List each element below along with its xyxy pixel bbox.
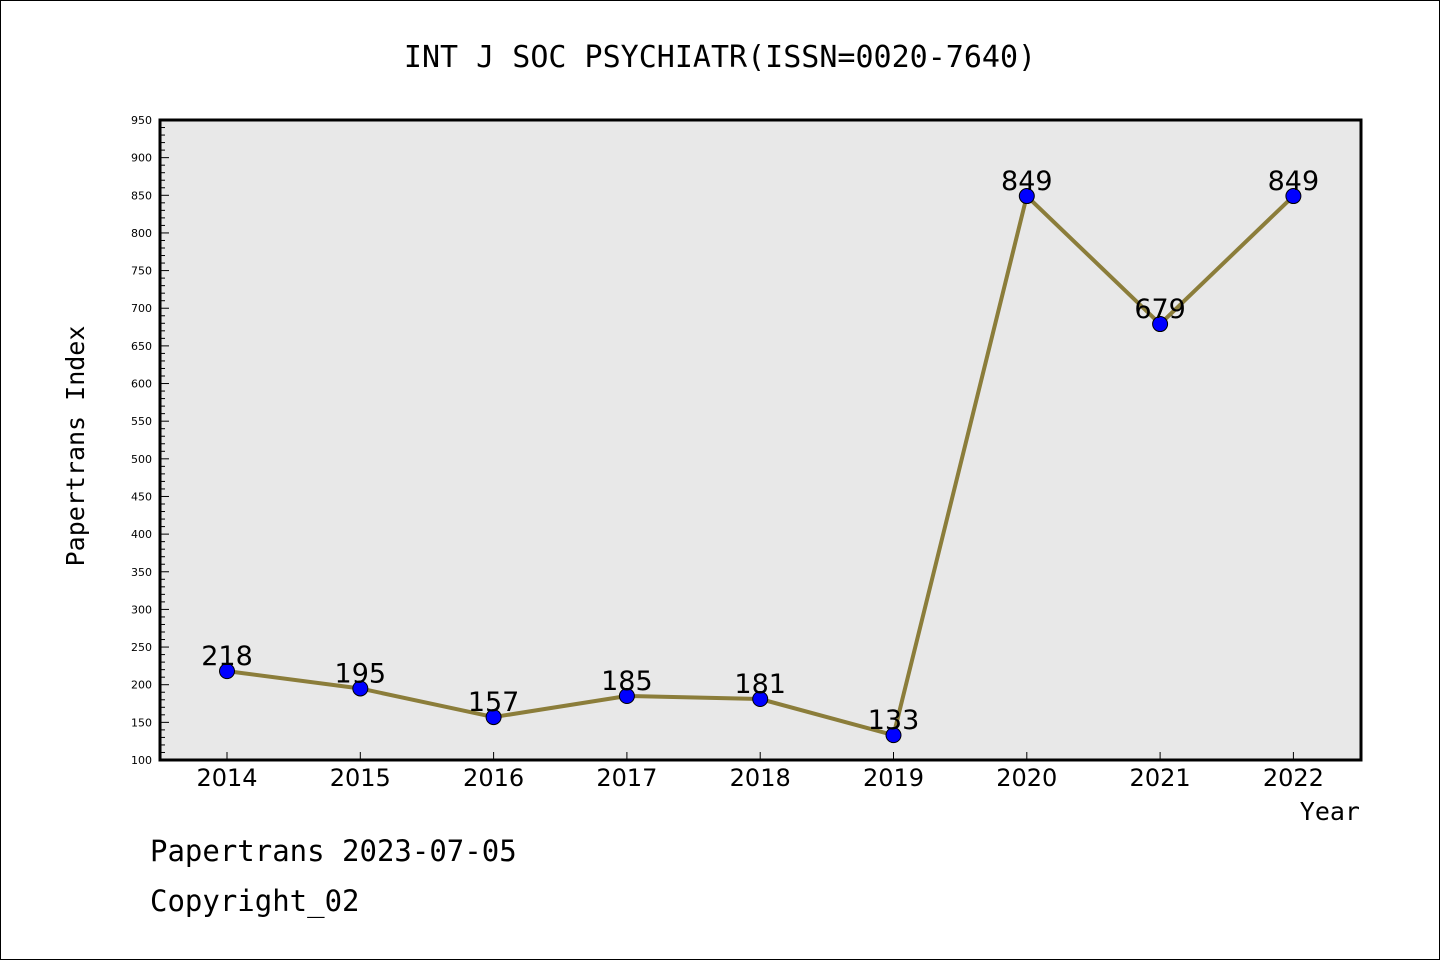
footer-date-line: Papertrans 2023-07-05	[150, 834, 517, 868]
data-point-marker	[352, 680, 369, 697]
x-axis-label: Year	[1300, 797, 1360, 826]
data-label: 185	[601, 666, 653, 697]
y-tick-label: 650	[131, 340, 152, 353]
x-tick-label: 2018	[730, 764, 791, 792]
data-point-marker	[1152, 316, 1169, 333]
y-axis-label: Papertrans Index	[61, 326, 90, 567]
x-axis-ticks: 2014 2015 2016 2017 2018 2019 2020 2021 2022	[196, 752, 1324, 792]
y-tick-label: 150	[131, 716, 152, 729]
y-tick-label: 950	[131, 114, 152, 127]
data-point-marker	[1018, 188, 1035, 205]
data-point-marker	[485, 709, 502, 726]
footer-copyright-line: Copyright_02	[150, 884, 360, 918]
chart-title: INT J SOC PSYCHIATR(ISSN=0020-7640)	[404, 40, 1036, 75]
data-point-marker	[752, 691, 769, 708]
y-tick-label: 600	[131, 378, 152, 391]
data-label: 679	[1134, 294, 1186, 325]
data-point-marker	[885, 727, 902, 744]
x-tick-label: 2020	[996, 764, 1057, 792]
x-tick-label: 2016	[463, 764, 524, 792]
x-tick-label: 2015	[330, 764, 391, 792]
data-label: 181	[734, 669, 786, 700]
data-point-marker	[618, 688, 635, 704]
y-tick-label: 700	[131, 302, 152, 315]
x-tick-label: 2014	[196, 764, 257, 792]
data-label: 849	[1001, 166, 1053, 197]
data-label: 157	[468, 687, 520, 718]
x-tick-label: 2017	[596, 764, 657, 792]
y-tick-label: 550	[131, 415, 152, 428]
y-tick-label: 900	[131, 152, 152, 165]
y-axis-ticks: 100 150 200 250 300 350 400 450 500 550 600 650 700 7…	[131, 114, 169, 767]
data-label: 218	[201, 641, 253, 672]
x-tick-label: 2022	[1263, 764, 1324, 792]
y-tick-label: 100	[131, 754, 152, 767]
y-tick-label: 250	[131, 641, 152, 654]
y-tick-label: 850	[131, 189, 152, 202]
y-tick-label: 400	[131, 528, 152, 541]
y-tick-label: 750	[131, 265, 152, 278]
y-tick-label: 800	[131, 227, 152, 240]
y-tick-label: 450	[131, 490, 152, 503]
plot-area	[158, 118, 1363, 762]
y-tick-label: 200	[131, 679, 152, 692]
y-tick-label: 300	[131, 603, 152, 616]
data-label: 195	[335, 658, 387, 689]
data-label: 133	[868, 705, 920, 736]
data-label: 849	[1268, 166, 1320, 197]
y-tick-label: 500	[131, 453, 152, 466]
x-tick-label: 2019	[863, 764, 924, 792]
data-point-marker	[219, 663, 235, 680]
x-tick-label: 2021	[1130, 764, 1191, 792]
series-markers	[219, 188, 1302, 744]
y-tick-label: 350	[131, 566, 152, 579]
data-labels: 218 195 157 185 181 133 849 679 849	[201, 166, 1319, 736]
data-point-marker	[1285, 188, 1302, 205]
